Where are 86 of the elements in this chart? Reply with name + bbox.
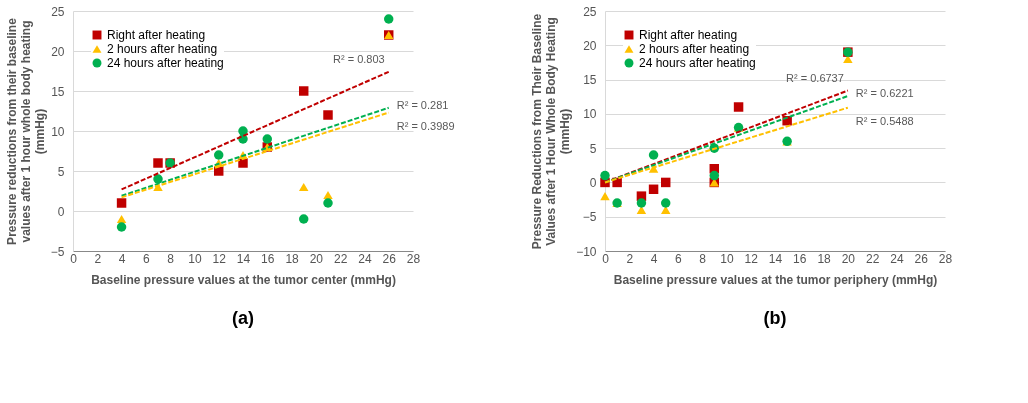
y-tick-label: 15 xyxy=(583,73,597,88)
y-tick-label: 25 xyxy=(51,4,65,19)
x-tick-label: 14 xyxy=(768,251,783,266)
x-tick-label: 2 xyxy=(94,251,102,266)
legend-label: 24 hours after heating xyxy=(107,56,224,70)
y-tick-label: 5 xyxy=(57,164,65,179)
point xyxy=(116,214,127,224)
x-tick-label: 12 xyxy=(744,251,759,266)
point xyxy=(323,110,333,120)
point xyxy=(733,102,744,112)
point xyxy=(636,198,647,208)
x-tick-label: 28 xyxy=(406,251,421,266)
x-tick-label: 22 xyxy=(333,251,348,266)
y-tick-label: −5 xyxy=(50,244,65,259)
x-tick-label: 20 xyxy=(841,251,856,266)
annotation: R² = 0.3989 xyxy=(396,119,455,132)
y-tick-label: 5 xyxy=(589,141,597,156)
point xyxy=(153,158,163,168)
x-tick-label: 4 xyxy=(118,251,126,266)
x-tick-label: 8 xyxy=(167,251,175,266)
y-tick-label: −5 xyxy=(582,210,597,225)
point xyxy=(323,198,333,208)
x-tick-label: 10 xyxy=(720,251,734,266)
y-axis-title: Pressure Reductions from Their Baseline Values after 1 Hour Whole Body Heating (mmHg) xyxy=(530,13,573,250)
x-axis-title: Baseline pressure values at the tumor periphery (mmHg) xyxy=(613,272,938,287)
y-tick-label: 20 xyxy=(583,38,597,53)
y-tick-label: 10 xyxy=(583,107,597,122)
legend-label: Right after heating xyxy=(639,28,738,42)
x-tick-label: 16 xyxy=(793,251,807,266)
point xyxy=(153,174,163,184)
x-tick-label: 14 xyxy=(236,251,251,266)
x-tick-label: 28 xyxy=(938,251,953,266)
point xyxy=(660,198,671,208)
y-tick-label: 25 xyxy=(583,4,597,19)
annotation: R² = 0.6737 xyxy=(786,71,844,84)
x-tick-label: 6 xyxy=(675,251,683,266)
x-tick-label: 6 xyxy=(143,251,151,266)
x-tick-label: 12 xyxy=(212,251,227,266)
x-tick-label: 18 xyxy=(285,251,300,266)
legend-label: Right after heating xyxy=(107,28,206,42)
x-tick-label: 18 xyxy=(817,251,832,266)
x-tick-label: 10 xyxy=(188,251,202,266)
annotation: R² = 0.6221 xyxy=(855,87,914,100)
point xyxy=(709,170,720,181)
text: (b) xyxy=(763,308,787,328)
point xyxy=(660,177,671,188)
x-tick-label: 8 xyxy=(699,251,707,266)
x-tick-label: 20 xyxy=(309,251,324,266)
y-tick-label: 0 xyxy=(589,175,597,190)
text: (a) xyxy=(232,308,254,328)
x-tick-label: 0 xyxy=(70,251,78,266)
y-tick-label: 15 xyxy=(51,84,65,99)
x-tick-label: 0 xyxy=(602,251,610,266)
x-tick-label: 22 xyxy=(865,251,880,266)
y-tick-label: 0 xyxy=(57,204,65,219)
point xyxy=(298,182,309,192)
point xyxy=(116,198,127,208)
x-tick-label: 24 xyxy=(890,251,904,266)
legend-label: 2 hours after heating xyxy=(107,42,218,56)
x-tick-label: 16 xyxy=(261,251,275,266)
x-tick-label: 24 xyxy=(358,251,372,266)
y-tick-label: 10 xyxy=(51,124,65,139)
x-tick-label: 4 xyxy=(650,251,658,266)
point xyxy=(298,86,309,96)
x-tick-label: 2 xyxy=(626,251,634,266)
y-tick-label: 20 xyxy=(51,44,65,59)
point xyxy=(298,214,309,224)
x-tick-label: 26 xyxy=(382,251,397,266)
point xyxy=(323,190,333,200)
annotation: R² = 0.281 xyxy=(396,98,449,111)
point xyxy=(600,192,610,201)
y-tick-label: −10 xyxy=(576,244,597,259)
annotation: R² = 0.5488 xyxy=(855,114,914,127)
point xyxy=(213,150,224,160)
point xyxy=(648,150,659,160)
y-axis-title: Pressure reductions from their baseline values after 1 hour whole body heating (mmHg) xyxy=(4,17,47,245)
point xyxy=(262,134,273,144)
x-tick-label: 26 xyxy=(914,251,929,266)
point xyxy=(383,14,394,24)
point xyxy=(116,222,127,232)
legend-label: 24 hours after heating xyxy=(639,56,756,70)
legend-label: 2 hours after heating xyxy=(639,42,750,56)
x-axis-title: Baseline pressure values at the tumor center (mmHg) xyxy=(91,272,396,287)
annotation: R² = 0.803 xyxy=(333,52,385,65)
point xyxy=(600,170,610,181)
point xyxy=(648,184,659,195)
